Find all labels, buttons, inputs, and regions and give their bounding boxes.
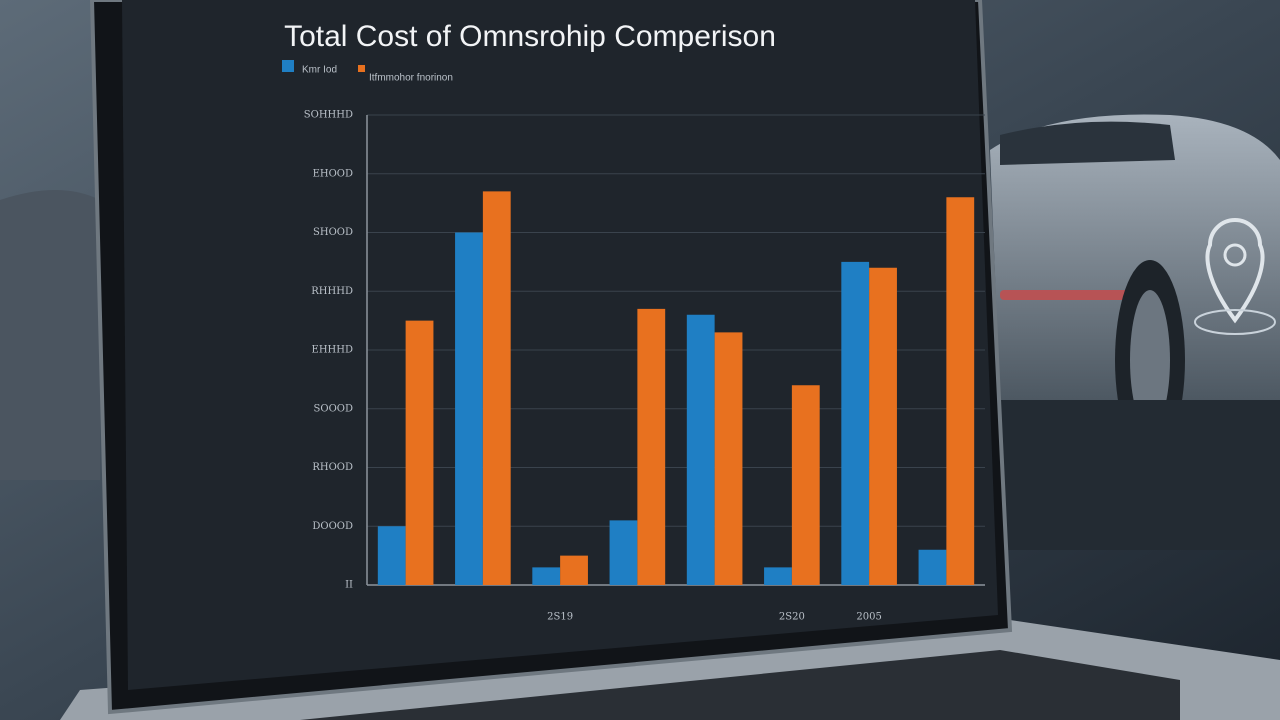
chart-title: Total Cost of Omnsrohip Comperison	[284, 20, 776, 53]
bar	[560, 555, 588, 585]
legend-swatch	[282, 60, 294, 72]
y-tick-label: RHHHD	[311, 286, 353, 297]
y-tick-label: EHOOD	[313, 168, 353, 179]
x-tick-label: 2S19	[547, 612, 573, 623]
bar	[764, 567, 792, 585]
bar	[609, 520, 638, 585]
bar	[405, 320, 434, 585]
y-tick-label: DOOOD	[312, 521, 353, 532]
background-car	[0, 190, 100, 480]
bar	[637, 308, 666, 585]
car-illustration	[990, 114, 1280, 550]
bar	[946, 197, 975, 585]
y-tick-label: SOHHHD	[304, 110, 353, 121]
chart: Total Cost of Omnsrohip Comperison II DOO…	[282, 20, 985, 623]
bar	[377, 526, 406, 585]
bar	[791, 385, 820, 585]
screen	[122, 0, 998, 690]
y-tick-label: SHOOD	[313, 227, 353, 238]
legend-swatch	[358, 65, 365, 72]
x-tick-label: 2005	[856, 612, 881, 623]
y-tick-label: SOOOD	[314, 403, 353, 414]
bar	[455, 232, 483, 585]
bar	[686, 314, 715, 585]
y-tick-label: II	[345, 580, 353, 591]
bar	[714, 332, 743, 585]
x-tick-label: 2S20	[779, 612, 805, 623]
laptop-base	[60, 620, 1280, 720]
y-tick-label: EHHHD	[312, 345, 353, 356]
bar	[918, 549, 947, 585]
bar	[841, 261, 870, 585]
y-tick-label: RHOOD	[312, 462, 353, 473]
bar	[869, 267, 897, 585]
bar	[532, 567, 561, 585]
bar	[482, 191, 511, 585]
legend-label: Itfmmohor fnorinon	[369, 73, 453, 84]
legend-label: Kmr Iod	[302, 65, 337, 76]
